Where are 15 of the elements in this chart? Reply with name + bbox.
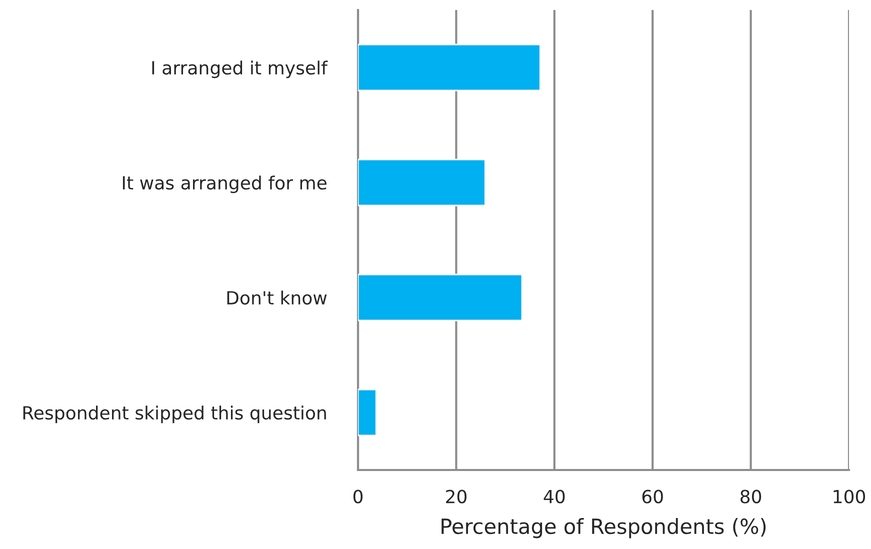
x-tick-label: 20 xyxy=(446,490,466,504)
x-tick-label: 100 xyxy=(834,490,866,504)
x-tick-label: 0 xyxy=(353,490,363,504)
y-tick-label: Don't know xyxy=(227,290,327,305)
bar xyxy=(358,388,377,436)
y-tick-label: Respondent skipped this question xyxy=(23,406,326,424)
y-tick-label: I arranged it myself xyxy=(152,60,328,78)
y-tick-label: It was arranged for me xyxy=(122,176,326,194)
x-tick-label: 80 xyxy=(740,490,762,504)
bar xyxy=(358,44,541,92)
bar xyxy=(358,274,523,322)
x-axis-title: Percentage of Respondents (%) xyxy=(442,518,766,538)
x-tick-label: 40 xyxy=(544,490,565,504)
x-tick-label: 60 xyxy=(642,490,663,504)
bar xyxy=(358,158,486,206)
